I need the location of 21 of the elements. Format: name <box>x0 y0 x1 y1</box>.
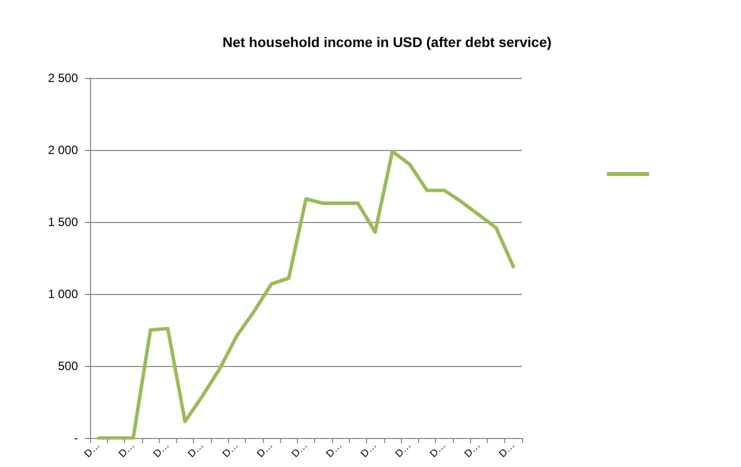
x-tick-label: D… <box>290 440 310 460</box>
x-tick-label: D… <box>220 440 241 460</box>
line-series <box>96 150 516 440</box>
x-tick-label: D… <box>117 440 138 460</box>
x-tick-label: D… <box>255 440 276 460</box>
x-tick-label: D… <box>497 440 518 460</box>
y-tick-label: 2 000 <box>48 143 78 157</box>
x-tick-label: D… <box>186 440 206 460</box>
x-tick-label: D… <box>428 440 448 460</box>
x-tick-label: D… <box>152 440 172 460</box>
x-tick-label: D… <box>324 440 344 460</box>
y-tick-label: 2 500 <box>48 71 78 85</box>
y-tick-label: 1 500 <box>48 215 78 229</box>
y-tick-label: 500 <box>58 359 78 373</box>
x-tick-label: D… <box>359 440 380 460</box>
x-tick-label: D… <box>82 440 103 460</box>
x-tick-label: D… <box>462 440 483 460</box>
y-tick-label: 1 000 <box>48 287 78 301</box>
y-tick-label: - <box>74 431 78 445</box>
x-tick-label: D… <box>394 440 414 460</box>
chart-title: Net household income in USD (after debt service) <box>222 34 552 50</box>
